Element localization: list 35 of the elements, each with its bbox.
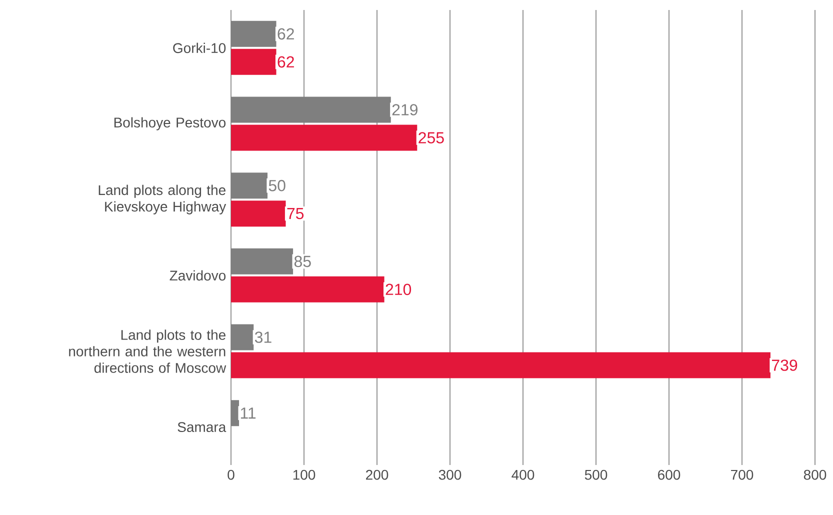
data-label: 50 <box>268 180 286 192</box>
data-label: 31 <box>254 332 272 343</box>
y-tick-label: Land plots to the northern and the western directions of Moscow <box>69 330 226 373</box>
x-tick-label: 600 <box>658 470 680 480</box>
data-label: 75 <box>287 208 304 220</box>
bar <box>231 48 276 75</box>
y-tick-label: Gorki-10 <box>173 42 226 54</box>
y-tick-label: Samara <box>178 422 226 432</box>
x-tick-label: 700 <box>731 470 754 480</box>
bar <box>231 96 391 123</box>
x-tick-label: 300 <box>438 470 462 480</box>
bar <box>231 352 770 378</box>
x-tick-label: 800 <box>804 470 826 480</box>
data-label: 85 <box>294 256 311 268</box>
data-label: 11 <box>240 408 256 419</box>
bar <box>231 20 276 47</box>
x-tick-label: 200 <box>366 470 388 480</box>
y-tick-label: Bolshoye Pestovo <box>114 117 226 130</box>
data-label: 210 <box>386 284 412 296</box>
x-tick-label: 400 <box>512 470 534 480</box>
data-label: 255 <box>418 132 444 144</box>
data-label: 62 <box>278 28 294 40</box>
y-tick-label: Land plots along the Kievskoye Highway <box>98 184 226 214</box>
x-tick-label: 0 <box>228 470 234 480</box>
bar <box>231 172 268 199</box>
data-label: 739 <box>772 360 798 371</box>
x-tick-label: 500 <box>584 470 608 480</box>
x-tick-label: 100 <box>293 470 316 480</box>
data-label: 62 <box>278 56 294 68</box>
y-tick-label: Zavidovo <box>170 270 226 281</box>
bar <box>231 324 254 350</box>
bar <box>231 124 418 151</box>
bar <box>231 276 384 302</box>
bar <box>231 400 240 426</box>
data-label: 219 <box>392 104 418 116</box>
